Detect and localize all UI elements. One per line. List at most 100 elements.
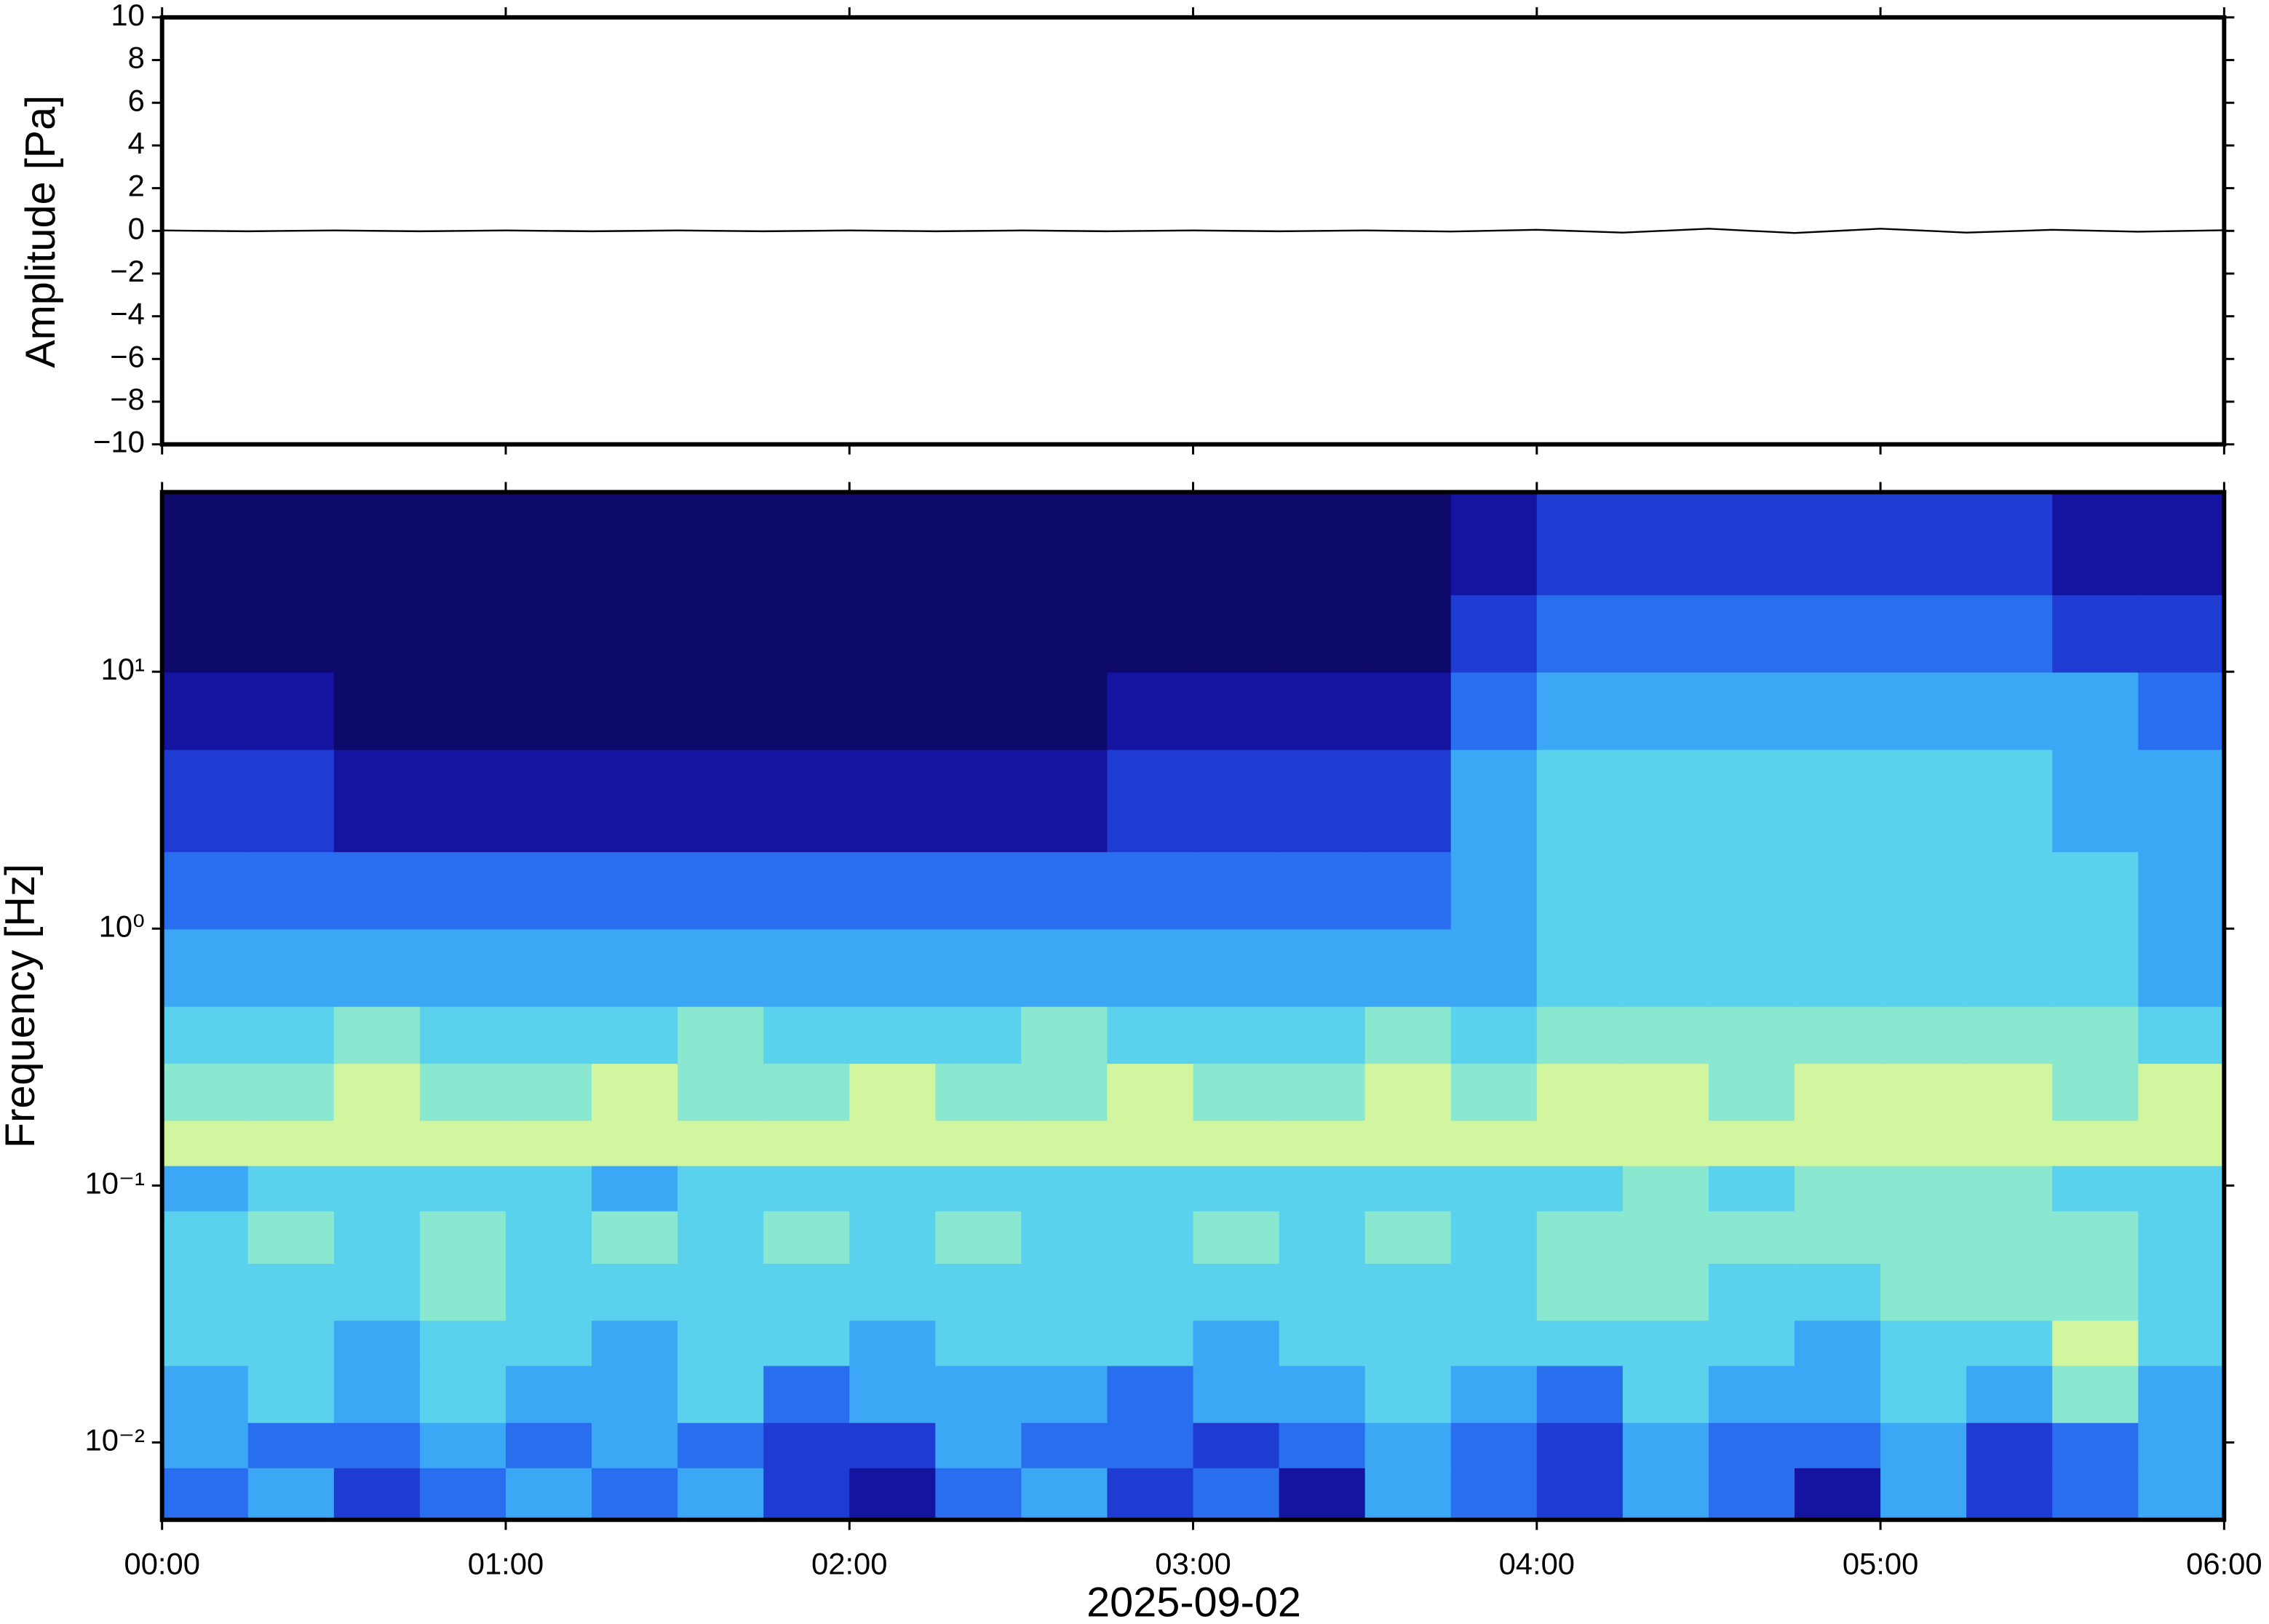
spectrogram-cell: [1193, 1422, 1280, 1468]
spectrogram-cell: [2052, 1422, 2139, 1468]
spectrogram-cell: [162, 1062, 249, 1121]
spectrogram-cell: [1450, 928, 1538, 1007]
spectrogram-cell: [1364, 1467, 1452, 1521]
spectrogram-cell: [1966, 1262, 2054, 1321]
spectrogram-cell: [1193, 1365, 1280, 1423]
spectrogram-cell: [677, 492, 765, 596]
spectrogram-cell: [333, 1365, 421, 1423]
spectrogram-cell: [1536, 1006, 1624, 1064]
spectrogram-cell: [1708, 1006, 1796, 1064]
spectrogram-cell: [505, 1062, 593, 1121]
y-axis-title: Frequency [Hz]: [0, 864, 44, 1148]
spectrogram-cell: [1193, 1320, 1280, 1366]
spectrogram-cell: [1880, 1467, 1968, 1521]
spectrogram-cell: [1880, 749, 1968, 853]
spectrogram-cell: [1966, 1365, 2054, 1423]
spectrogram-cell: [1193, 1120, 1280, 1166]
spectrogram-cell: [677, 1210, 765, 1264]
spectrogram-cell: [1021, 851, 1108, 930]
y-tick-label: 10¹: [101, 652, 145, 686]
spectrogram-cell: [333, 851, 421, 930]
spectrogram-cell: [849, 1365, 937, 1423]
spectrogram-cell: [2052, 928, 2139, 1007]
spectrogram-cell: [1364, 594, 1452, 673]
x-axis-title: 2025-09-02: [1086, 1579, 1301, 1624]
spectrogram-cell: [1021, 1165, 1108, 1211]
spectrogram-cell: [763, 749, 851, 853]
spectrogram-cell: [1622, 851, 1710, 930]
x-tick-label: 01:00: [468, 1546, 544, 1580]
spectrogram-cell: [1364, 1062, 1452, 1121]
spectrogram-cell: [677, 1467, 765, 1521]
spectrogram-cell: [162, 1320, 249, 1366]
spectrogram-cell: [1795, 1062, 1882, 1121]
spectrogram-cell: [1450, 1210, 1538, 1264]
spectrogram-cell: [1279, 1365, 1366, 1423]
spectrogram-cell: [1193, 928, 1280, 1007]
spectrogram-cell: [419, 1422, 507, 1468]
spectrogram-cell: [1795, 492, 1882, 596]
spectrogram-cell: [1795, 1165, 1882, 1211]
spectrogram-cell: [1622, 749, 1710, 853]
spectrogram-cell: [505, 749, 593, 853]
spectrogram-cell: [419, 851, 507, 930]
spectrogram-cell: [849, 1262, 937, 1321]
spectrogram-cell: [162, 1120, 249, 1166]
spectrogram-cell: [592, 928, 679, 1007]
y-tick-label: 10⁻¹: [84, 1166, 144, 1200]
spectrogram-cell: [1622, 928, 1710, 1007]
spectrogram-cell: [1279, 594, 1366, 673]
spectrogram-cell: [1536, 1120, 1624, 1166]
spectrogram-cell: [1966, 851, 2054, 930]
spectrogram-cell: [2052, 1365, 2139, 1423]
spectrogram-cell: [849, 1422, 937, 1468]
y-axis-title: Amplitude [Pa]: [17, 95, 64, 368]
spectrogram-cell: [677, 594, 765, 673]
spectrogram-cell: [2052, 492, 2139, 596]
spectrogram-cell: [1107, 1006, 1194, 1064]
spectrogram-cell: [935, 1165, 1022, 1211]
spectrogram-cell: [1708, 1062, 1796, 1121]
spectrogram-cell: [1450, 1006, 1538, 1064]
spectrogram-cell: [677, 1006, 765, 1064]
plot-frame: [159, 490, 2227, 1522]
x-tick-label: 04:00: [1499, 1546, 1575, 1580]
spectrogram-cell: [505, 672, 593, 750]
spectrogram-cell: [1107, 1467, 1194, 1521]
spectrogram-cell: [1450, 1422, 1538, 1468]
x-tick-label: 03:00: [1155, 1546, 1231, 1580]
spectrogram-cell: [1708, 1467, 1796, 1521]
spectrogram-cell: [1364, 1165, 1452, 1211]
spectrogram-cell: [677, 1120, 765, 1166]
spectrogram-cell: [1622, 1467, 1710, 1521]
spectrogram-cell: [2138, 1320, 2225, 1366]
spectrogram-cell: [162, 1210, 249, 1264]
spectrogram-cell: [592, 1365, 679, 1423]
spectrogram-cell: [592, 851, 679, 930]
spectrogram-cell: [1795, 928, 1882, 1007]
spectrogram-cell: [162, 672, 249, 750]
spectrogram-cell: [1279, 851, 1366, 930]
x-tick-label: 06:00: [2186, 1546, 2262, 1580]
spectrogram-cell: [2138, 594, 2225, 673]
spectrogram-cell: [333, 1165, 421, 1211]
spectrogram-cell: [247, 928, 335, 1007]
spectrogram-cell: [592, 1262, 679, 1321]
spectrogram-cell: [2138, 928, 2225, 1007]
spectrogram-cell: [419, 1120, 507, 1166]
spectrogram-cell: [2138, 1262, 2225, 1321]
spectrogram-cell: [1193, 851, 1280, 930]
spectrogram-cell: [333, 1062, 421, 1121]
spectrogram-cell: [1279, 492, 1366, 596]
spectrogram-cell: [333, 672, 421, 750]
spectrogram-cell: [935, 928, 1022, 1007]
spectrogram-cell: [2138, 851, 2225, 930]
spectrogram-cell: [1622, 1210, 1710, 1264]
spectrogram-cell: [1880, 1062, 1968, 1121]
y-tick-label: −10: [93, 425, 145, 459]
spectrogram-cell: [1536, 1320, 1624, 1366]
spectrogram-cell: [935, 1422, 1022, 1468]
spectrogram-cell: [763, 928, 851, 1007]
spectrogram-cell: [1021, 1320, 1108, 1366]
spectrogram-cell: [1966, 928, 2054, 1007]
